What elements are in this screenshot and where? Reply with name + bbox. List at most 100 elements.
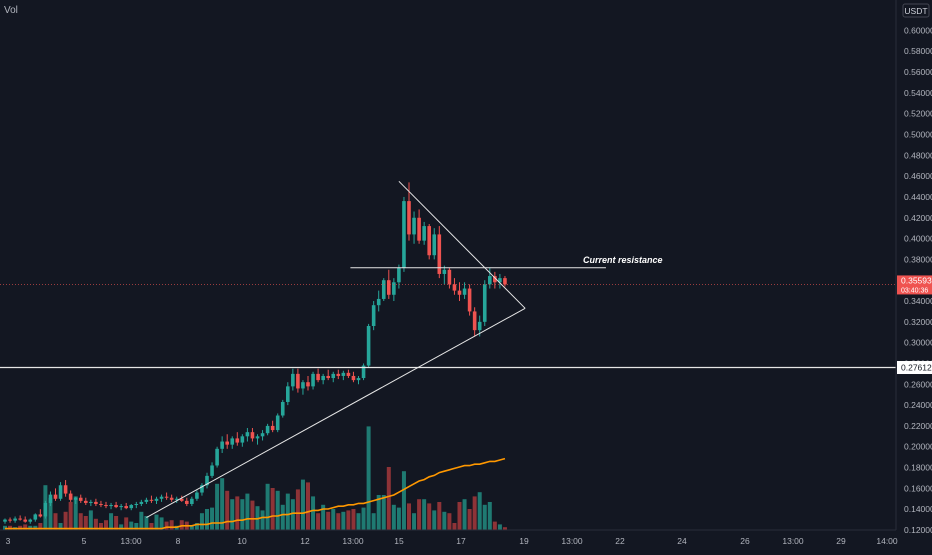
candle-body	[417, 217, 421, 241]
candle	[376, 290, 381, 312]
candle-body	[245, 432, 250, 437]
volume-bar	[326, 511, 331, 530]
candle	[119, 503, 123, 511]
drawings-layer[interactable]	[0, 180, 896, 518]
candle	[169, 494, 174, 502]
candle	[462, 282, 467, 299]
time-axis[interactable]: 3 5 13:00 8 10 12 13:00 15 17 19 13:00 22 24 26 13:00 2…	[6, 536, 898, 546]
candle	[210, 462, 214, 478]
volume-bar	[114, 516, 119, 530]
candle-body	[397, 267, 401, 283]
candle	[8, 517, 12, 523]
candle	[326, 369, 330, 381]
candle-body	[99, 503, 103, 506]
candle-body	[230, 438, 235, 445]
price-tick-label: 0.38000	[904, 254, 932, 264]
candle-body	[488, 276, 492, 285]
volume-bar	[336, 513, 341, 530]
candle-body	[346, 372, 351, 376]
candle	[387, 269, 391, 299]
volume-layer	[3, 426, 507, 530]
candle-body	[179, 498, 184, 501]
candle-body	[467, 288, 472, 312]
current-price-tag	[897, 275, 932, 295]
price-tick-label: 0.14000	[904, 504, 932, 514]
candle	[392, 278, 396, 302]
candle	[417, 209, 421, 244]
volume-bar	[407, 503, 411, 530]
candle	[250, 428, 255, 442]
candle-body	[114, 505, 118, 508]
candle-body	[306, 382, 310, 387]
candle-body	[48, 494, 53, 503]
time-tick-label: 12	[300, 536, 310, 546]
volume-bar	[452, 523, 457, 530]
candle	[412, 211, 416, 244]
price-tick-label: 0.42000	[904, 213, 932, 223]
volume-bar	[351, 509, 356, 530]
currency-button[interactable]: USDT	[902, 3, 930, 18]
candle	[13, 516, 17, 523]
candle-countdown-label: 03:40:36	[901, 287, 928, 294]
time-tick-label: 13:00	[342, 536, 364, 546]
volume-indicator-label[interactable]: Vol	[4, 5, 18, 16]
candle-body	[351, 375, 356, 381]
candle-body	[432, 234, 437, 256]
candle	[33, 513, 38, 522]
candle-body	[260, 433, 265, 437]
candle	[336, 369, 341, 380]
candle-body	[311, 373, 315, 387]
currency-button-label: USDT	[904, 6, 927, 16]
candle-body	[250, 432, 255, 439]
candle	[482, 280, 487, 326]
ascending-trendline[interactable]	[146, 307, 526, 518]
current-price-label: 0.35593	[901, 275, 932, 285]
candle-body	[185, 500, 189, 504]
candle	[109, 502, 113, 510]
volume-bar	[467, 509, 472, 530]
volume-bar	[321, 504, 326, 530]
candle-layer	[3, 182, 507, 524]
volume-bar	[58, 523, 63, 530]
volume-bar	[250, 500, 255, 530]
volume-bar	[275, 490, 280, 530]
candle-body	[58, 485, 63, 499]
volume-bar	[63, 511, 68, 530]
time-tick-label: 22	[615, 536, 625, 546]
candle-body	[331, 373, 336, 379]
candle	[311, 371, 315, 390]
candle-body	[129, 505, 134, 509]
candle	[351, 371, 356, 383]
price-tick-label: 0.54000	[904, 88, 932, 98]
candle	[275, 413, 280, 433]
candle-body	[437, 234, 442, 274]
candle-body	[361, 365, 366, 379]
candle-body	[275, 415, 280, 431]
candle-body	[336, 373, 341, 376]
resistance-annotation[interactable]: Current resistance	[583, 255, 663, 265]
candle-body	[68, 493, 73, 500]
candle-body	[255, 436, 260, 439]
volume-bar	[104, 520, 108, 530]
candle	[205, 472, 209, 489]
time-tick-label: 13:00	[561, 536, 583, 546]
candle	[245, 428, 250, 442]
candle	[215, 446, 219, 468]
price-axis[interactable]: 0.60000 0.58000 0.56000 0.54000 0.52000 0.500…	[897, 25, 932, 535]
time-tick-label: 26	[740, 536, 750, 546]
descending-trendline[interactable]	[398, 180, 526, 309]
volume-bar	[159, 517, 164, 530]
volume-bar	[285, 493, 290, 530]
candle-body	[472, 311, 477, 331]
candle	[397, 264, 401, 289]
volume-bar	[396, 507, 401, 530]
candle-body	[341, 372, 346, 376]
price-tick-label: 0.60000	[904, 25, 932, 35]
candle-body	[356, 378, 361, 381]
candle	[240, 434, 245, 447]
candle	[174, 496, 179, 503]
candle-body	[53, 494, 58, 499]
candle-body	[73, 497, 78, 500]
